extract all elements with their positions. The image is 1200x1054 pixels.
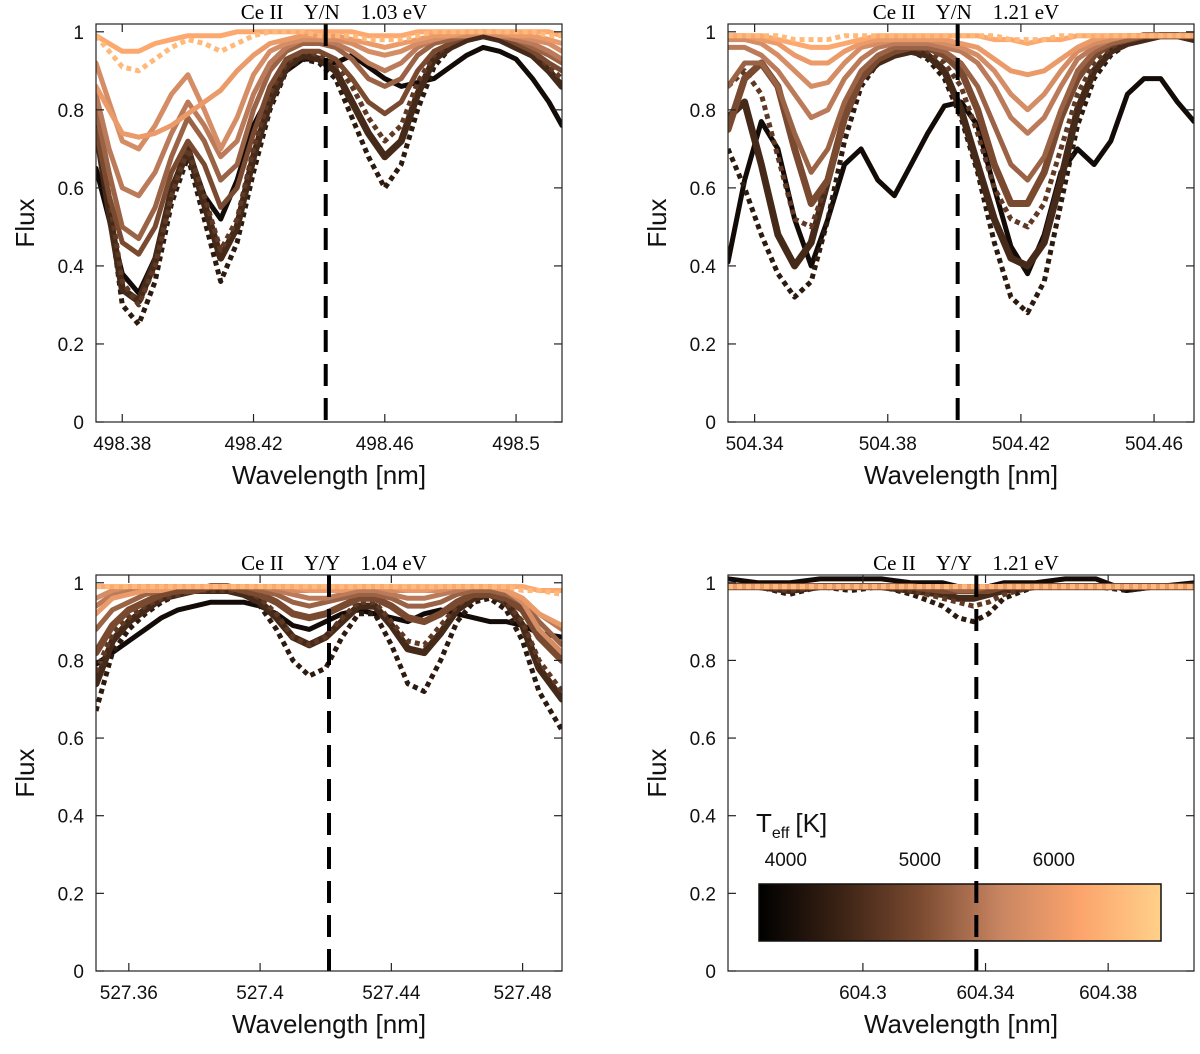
plot-frame <box>727 23 1195 423</box>
panel-top-left: 498.38 498.42 498.46 498.5 0 0.2 0.4 0.6 0.8 1 Ce… <box>10 0 563 490</box>
x-tick-label: 498.5 <box>492 434 540 455</box>
y-tick-label: 0.8 <box>58 651 84 672</box>
panel-title: Ce II Y/Y 1.21 eV <box>873 551 1059 575</box>
y-tick-label: 0.8 <box>690 651 716 672</box>
x-axis-label: Wavelength [nm] <box>864 460 1058 490</box>
x-axis-label: Wavelength [nm] <box>232 460 426 490</box>
x-tick-label: 504.42 <box>992 434 1050 455</box>
y-tick-label: 0 <box>73 962 84 983</box>
colorbar-title-main: T <box>756 808 772 838</box>
x-tick-label: 604.3 <box>839 983 887 1004</box>
series-layer <box>96 583 562 732</box>
series-line-5000k <box>96 583 562 664</box>
series-layer <box>728 32 1194 316</box>
x-tick-label: 498.46 <box>356 434 414 455</box>
y-tick-label: 0.4 <box>690 807 717 828</box>
series-layer <box>96 29 562 327</box>
x-tick-label: 504.46 <box>1125 434 1183 455</box>
y-tick-label: 0.6 <box>58 729 84 750</box>
series-line-4500k <box>728 32 1194 270</box>
y-tick-label: 0 <box>73 413 84 434</box>
panel-bottom-right: 4000 5000 6000 Teff [K] 604.3 604.34 604.38 0 0… <box>642 551 1195 1039</box>
series-line-6500k <box>728 33 1194 43</box>
series-line-4000k <box>96 599 562 667</box>
x-tick-label: 504.38 <box>859 434 917 455</box>
colorbar-tick-label: 5000 <box>899 850 941 871</box>
x-tick-label: 527.36 <box>100 983 158 1004</box>
x-tick-label: 527.44 <box>362 983 421 1004</box>
y-tick-label: 1 <box>705 574 716 595</box>
x-tick-label: 527.4 <box>236 983 284 1004</box>
x-tick-label: 498.38 <box>93 434 151 455</box>
y-axis-label: Flux <box>10 748 40 797</box>
y-tick-label: 0.4 <box>690 257 717 278</box>
y-tick-label: 0.6 <box>690 179 716 200</box>
x-tick-label: 527.48 <box>494 983 552 1004</box>
x-tick-label: 504.34 <box>726 434 785 455</box>
colorbar: 4000 5000 6000 Teff [K] <box>756 808 1162 942</box>
series-line-6500k <box>96 584 562 597</box>
y-tick-label: 0.2 <box>690 884 716 905</box>
y-tick-label: 0.6 <box>690 729 716 750</box>
ticks-layer: 504.34 504.38 504.42 504.46 0 0.2 0.4 0.6 0.8 1 <box>690 23 1194 455</box>
y-axis-label: Flux <box>642 748 672 797</box>
colorbar-title-sub: eff <box>772 825 790 842</box>
panel-bottom-left: 527.36 527.4 527.44 527.48 0 0.2 0.4 0.6 0.8 1 Ce… <box>10 551 563 1039</box>
panel-title: Ce II Y/Y 1.04 eV <box>241 551 427 575</box>
colorbar-bar <box>758 883 1162 942</box>
y-axis-label: Flux <box>10 198 40 247</box>
y-tick-label: 1 <box>73 23 84 44</box>
colorbar-title-unit: [K] <box>795 808 827 838</box>
plot-frame <box>95 23 563 423</box>
plot-frame <box>727 574 1195 972</box>
y-tick-label: 0.8 <box>58 101 84 122</box>
series-layer <box>728 576 1194 625</box>
series-line-5250k <box>728 33 1194 183</box>
ticks-layer: 604.3 604.34 604.38 0 0.2 0.4 0.6 0.8 1 <box>690 574 1194 1004</box>
series-line-4250k <box>728 584 1194 625</box>
y-tick-label: 0 <box>705 413 716 434</box>
colorbar-ticks: 4000 5000 6000 <box>765 850 1075 871</box>
y-tick-label: 0 <box>705 962 716 983</box>
y-tick-label: 1 <box>73 574 84 595</box>
y-tick-label: 0.2 <box>58 884 84 905</box>
panel-title: Ce II Y/N 1.21 eV <box>873 0 1059 24</box>
colorbar-tick-label: 6000 <box>1033 850 1075 871</box>
panel-top-right: 504.34 504.38 504.42 504.46 0 0.2 0.4 0.6 0.8 1 C… <box>642 0 1195 490</box>
y-tick-label: 0.2 <box>690 335 716 356</box>
x-tick-label: 498.42 <box>224 434 282 455</box>
x-axis-label: Wavelength [nm] <box>864 1009 1058 1039</box>
colorbar-title: Teff [K] <box>756 808 827 842</box>
y-tick-label: 0.8 <box>690 101 716 122</box>
y-tick-label: 0.2 <box>58 335 84 356</box>
ticks-layer: 527.36 527.4 527.44 527.48 0 0.2 0.4 0.6 0.8 1 <box>58 574 562 1004</box>
x-axis-label: Wavelength [nm] <box>232 1009 426 1039</box>
x-tick-label: 604.38 <box>1079 983 1137 1004</box>
x-tick-label: 604.34 <box>956 983 1015 1004</box>
series-line-4250k <box>96 588 562 732</box>
y-tick-label: 1 <box>705 23 716 44</box>
series-line-5750k <box>728 33 1194 113</box>
series-line-4750k <box>728 33 1194 230</box>
y-tick-label: 0.6 <box>58 179 84 200</box>
panel-title: Ce II Y/N 1.03 eV <box>241 0 427 24</box>
y-tick-label: 0.4 <box>58 257 85 278</box>
series-line-4750k <box>96 588 562 693</box>
colorbar-tick-label: 4000 <box>765 850 807 871</box>
y-axis-label: Flux <box>642 198 672 247</box>
ticks-layer: 498.38 498.42 498.46 498.5 0 0.2 0.4 0.6 0.8 1 <box>58 23 562 455</box>
plot-frame <box>95 574 563 972</box>
y-tick-label: 0.4 <box>58 807 85 828</box>
